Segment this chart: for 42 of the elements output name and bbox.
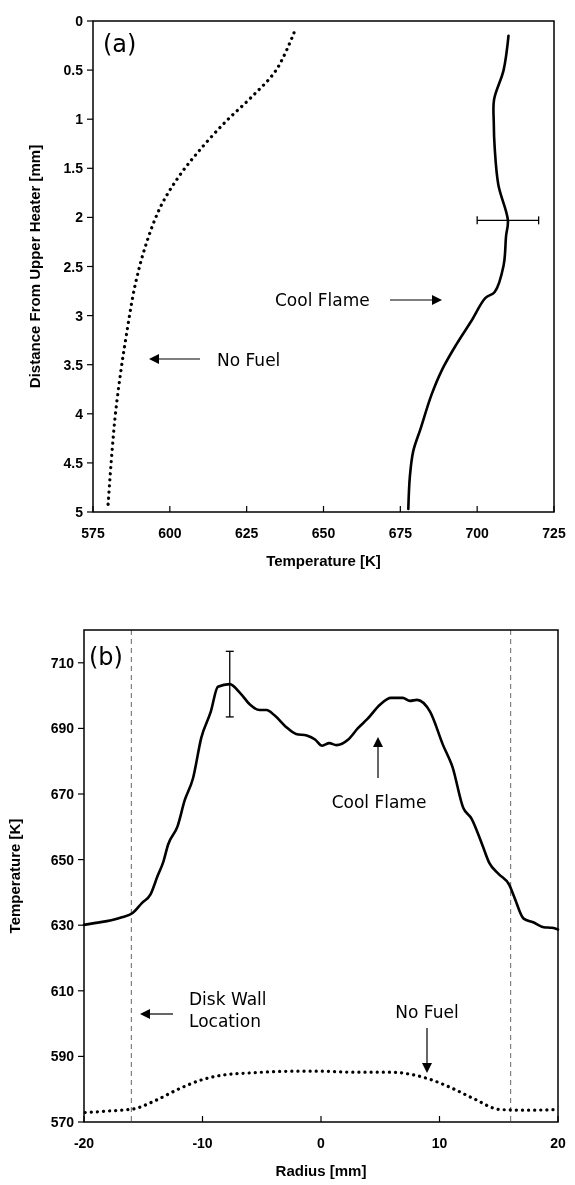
y-tick-label: 710 (50, 654, 75, 671)
y-tick-label: 3.5 (63, 356, 84, 373)
y-tick-label: 4 (75, 405, 84, 422)
x-tick-label: 675 (388, 525, 413, 541)
y-tick-label: 670 (50, 786, 75, 802)
x-tick-label: -10 (192, 1135, 213, 1151)
annotation: Cool Flame (275, 290, 370, 310)
y-axis-title: Distance From Upper Heater [mm] (26, 144, 43, 389)
annotation: (a) (103, 30, 137, 58)
y-tick-label: 4.5 (63, 454, 84, 471)
annotation: (b) (89, 643, 123, 671)
x-tick-label: 0 (317, 1135, 326, 1151)
y-tick-label: 2 (75, 209, 84, 226)
x-tick-label: 10 (431, 1135, 448, 1151)
y-axis-title: Temperature [K] (6, 818, 23, 934)
y-tick-label: 1 (75, 111, 84, 128)
y-tick-label: 0 (75, 13, 84, 29)
annotation: No Fuel (217, 350, 281, 370)
y-tick-label: 590 (50, 1048, 75, 1065)
x-tick-label: -20 (73, 1135, 95, 1151)
y-tick-label: 1.5 (63, 160, 84, 177)
x-tick-label: 575 (81, 525, 105, 541)
annotation: No Fuel (395, 1002, 459, 1022)
x-tick-label: 700 (465, 525, 490, 541)
y-tick-label: 610 (50, 982, 75, 999)
y-tick-label: 690 (50, 720, 75, 737)
x-axis-title: Temperature [K] (266, 552, 381, 569)
y-tick-label: 650 (50, 851, 75, 868)
y-tick-label: 0.5 (63, 62, 84, 79)
x-tick-label: 600 (158, 525, 182, 541)
y-tick-label: 5 (75, 504, 84, 520)
x-tick-label: 20 (550, 1135, 566, 1151)
annotation: Disk Wall Location (189, 989, 267, 1032)
x-tick-label: 625 (234, 525, 259, 541)
x-tick-label: 725 (542, 525, 566, 541)
x-tick-label: 650 (311, 525, 336, 541)
y-tick-label: 3 (75, 307, 84, 324)
annotation: Cool Flame (331, 792, 427, 812)
x-axis-title: Radius [mm] (275, 1162, 367, 1179)
y-tick-label: 2.5 (63, 258, 84, 275)
y-tick-label: 570 (50, 1114, 75, 1130)
y-tick-label: 630 (50, 917, 75, 934)
